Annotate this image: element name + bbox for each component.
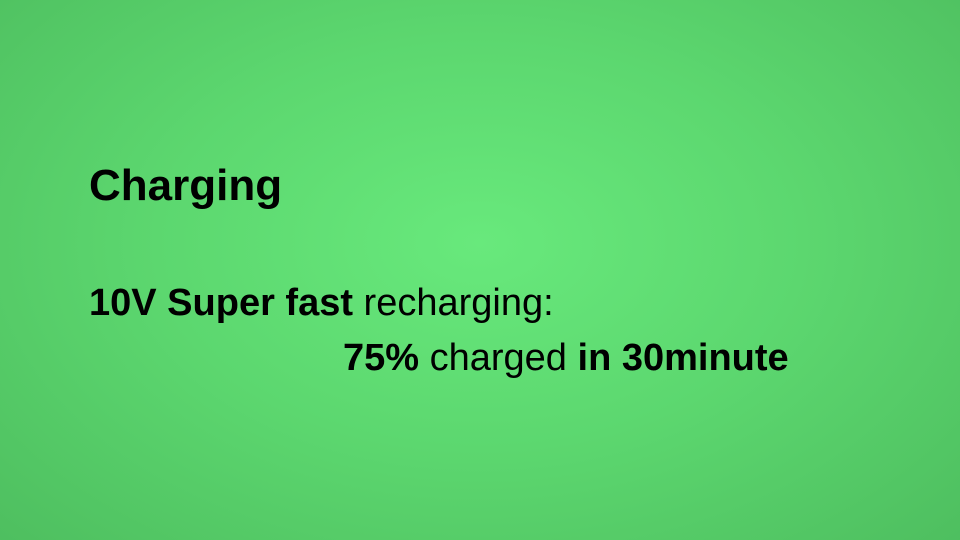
charge-time: in 30minute: [577, 337, 789, 379]
voltage-highlight: 10V Super fast: [89, 282, 353, 324]
slide-title: Charging: [89, 161, 283, 210]
charged-text: charged: [419, 337, 578, 379]
recharging-text: recharging:: [353, 282, 554, 324]
charging-spec-line: 10V Super fast recharging:: [89, 281, 554, 327]
charge-percent: 75%: [343, 337, 420, 379]
charge-rate-line: 75% charged in 30minute: [343, 336, 789, 382]
